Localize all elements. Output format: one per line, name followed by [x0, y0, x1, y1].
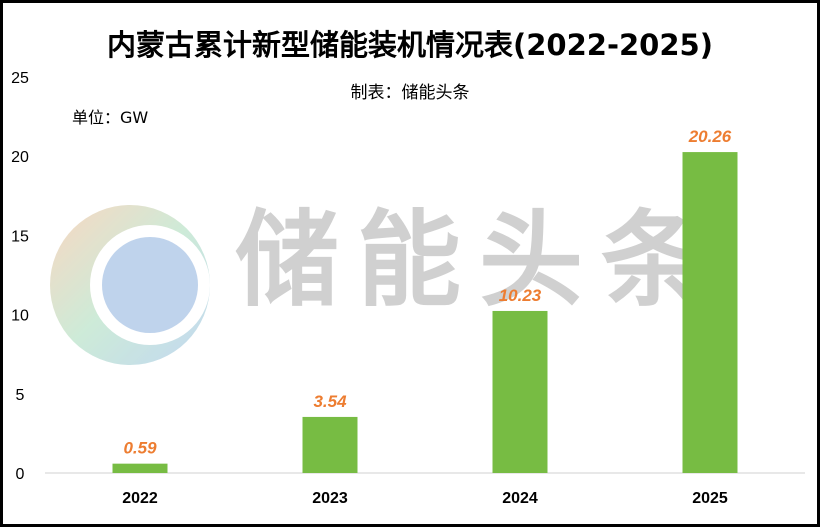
y-tick-label: 0: [16, 466, 25, 483]
y-tick-label: 20: [11, 149, 29, 166]
x-tick-label: 2024: [502, 490, 538, 507]
data-label: 0.59: [123, 439, 157, 458]
data-label: 20.26: [688, 127, 732, 146]
bar-2023: [302, 416, 358, 473]
watermark-logo-icon: [50, 205, 210, 365]
watermark-text: 储能头条: [235, 199, 724, 321]
x-tick-label: 2023: [312, 490, 348, 507]
y-tick-label: 10: [11, 308, 29, 325]
bar-2024: [492, 310, 548, 473]
y-tick-label: 5: [16, 387, 25, 404]
bar-2022: [112, 463, 168, 473]
x-tick-label: 2022: [122, 490, 158, 507]
bar-2025: [682, 152, 738, 473]
chart-subtitle: 制表：储能头条: [350, 83, 470, 103]
x-tick-label: 2025: [692, 490, 728, 507]
data-label: 3.54: [313, 392, 347, 411]
y-tick-label: 15: [11, 228, 29, 245]
data-label: 10.23: [499, 286, 542, 305]
unit-label: 单位：GW: [72, 108, 149, 127]
y-tick-label: 25: [11, 70, 29, 87]
chart-title: 内蒙古累计新型储能装机情况表(2022-2025): [107, 28, 713, 62]
